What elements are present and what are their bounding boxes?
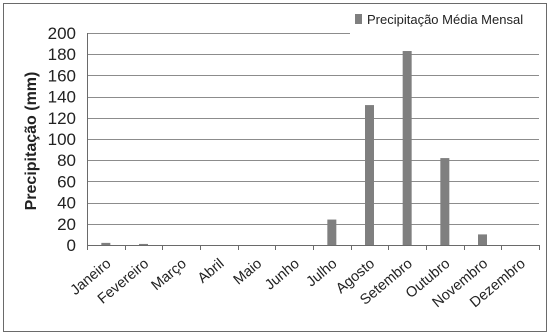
bar-outubro: [440, 158, 450, 245]
y-tick-label: 40: [57, 194, 76, 213]
chart-frame: [3, 3, 547, 332]
bars: [101, 51, 487, 245]
gridlines: [87, 33, 539, 225]
bar-setembro: [402, 51, 412, 245]
bar-janeiro: [101, 242, 111, 245]
y-tick-label: 20: [57, 215, 76, 234]
y-tick-label: 120: [48, 109, 76, 128]
y-tick-label: 0: [67, 236, 76, 255]
bar-fevereiro: [139, 243, 148, 245]
bar-agosto: [365, 105, 374, 245]
y-tick-label: 180: [48, 45, 76, 64]
bar-novembro: [478, 234, 487, 245]
legend-swatch: [355, 14, 362, 24]
y-tick-label: 140: [48, 88, 76, 107]
bar-julho: [327, 219, 337, 245]
y-axis-label: Precipitação (mm): [23, 72, 40, 211]
y-tick-label: 100: [48, 130, 76, 149]
y-tick-label: 80: [57, 151, 76, 170]
axes: [87, 33, 540, 250]
y-tick-label: 60: [57, 172, 76, 191]
legend: Precipitação Média Mensal: [355, 12, 523, 27]
legend-label: Precipitação Média Mensal: [367, 12, 523, 27]
y-tick-label: 200: [48, 24, 76, 43]
y-tick-label: 160: [48, 66, 76, 85]
y-tick-labels: 0 20 40 60 80 100 120 140 160 180 200: [48, 24, 76, 255]
